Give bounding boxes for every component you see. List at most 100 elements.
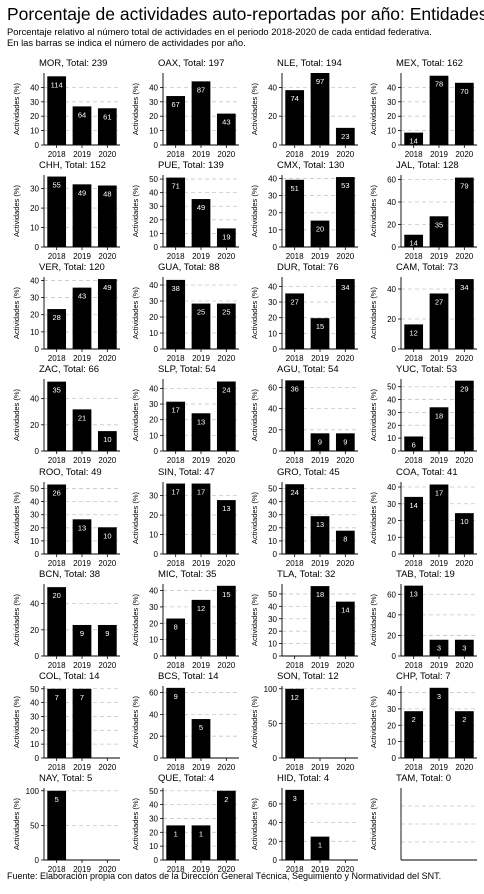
x-tick-label: 2020 [336, 559, 354, 568]
y-axis-label: Actividades (%) [12, 388, 21, 441]
bar-label: 61 [103, 112, 111, 121]
y-tick-label: 40 [30, 600, 39, 609]
bar-label: 3 [437, 692, 441, 701]
x-tick-label: 2019 [311, 763, 329, 772]
y-axis-label: Actividades (%) [250, 388, 259, 441]
x-tick-label: 2019 [311, 661, 329, 670]
chart-panel: ZAC, Total: 66 Actividades (%) 0 20 40 35 2018… [12, 364, 120, 465]
y-tick-label: 10 [149, 329, 158, 338]
y-tick-label: 20 [387, 221, 396, 230]
x-tick-label: 2020 [217, 456, 235, 465]
chart-panel: DUR, Total: 76 Actividades (%) 0 10 20 30 40 27… [250, 262, 358, 363]
bar-label: 9 [318, 437, 322, 446]
y-tick-label: 40 [149, 801, 158, 810]
y-tick-label: 40 [387, 611, 396, 620]
x-tick-label: 2019 [73, 559, 91, 568]
y-tick-label: 20 [30, 626, 39, 635]
bar [404, 132, 424, 145]
x-tick-label: 2018 [48, 456, 66, 465]
x-tick-label: 2020 [98, 354, 116, 363]
bar [285, 688, 305, 758]
x-tick-label: 2019 [73, 865, 91, 874]
x-tick-label: 2019 [192, 150, 210, 159]
bar-label: 49 [78, 188, 86, 197]
y-tick-label: 40 [30, 395, 39, 404]
chart-panel: GRO, Total: 45 Actividades (%) 0 10 20 30 40 50… [250, 467, 358, 568]
y-tick-label: 20 [149, 511, 158, 520]
x-tick-label: 2019 [192, 354, 210, 363]
bar [191, 719, 211, 758]
bar-label: 35 [435, 220, 443, 229]
bar [166, 483, 186, 554]
y-tick-label: 0 [154, 652, 159, 661]
y-tick-label: 0 [35, 345, 40, 354]
y-tick-label: 40 [149, 189, 158, 198]
y-tick-label: 20 [149, 828, 158, 837]
y-axis-label: Actividades (%) [250, 593, 259, 646]
y-tick-label: 20 [387, 421, 396, 430]
x-tick-label: 2018 [286, 763, 304, 772]
y-tick-label: 0 [273, 243, 278, 252]
x-tick-label: 2019 [311, 354, 329, 363]
x-tick-label: 2019 [311, 252, 329, 261]
chart-panel: BCN, Total: 38 Actividades (%) 0 20 40 20 2018… [12, 569, 120, 670]
bar-label: 10 [460, 517, 468, 526]
bar [216, 790, 236, 860]
panel-title: ROO, Total: 49 [39, 467, 102, 478]
y-tick-label: 20 [149, 216, 158, 225]
y-tick-label: 50 [30, 485, 39, 494]
chart-panel: ROO, Total: 49 Actividades (%) 0 10 20 30 40 50… [12, 467, 120, 568]
x-tick-label: 2018 [405, 150, 423, 159]
y-tick-label: 30 [387, 408, 396, 417]
y-tick-label: 20 [387, 517, 396, 526]
x-tick-label: 2018 [48, 763, 66, 772]
y-tick-label: 10 [30, 224, 39, 233]
y-tick-label: 0 [154, 447, 159, 456]
bar [166, 825, 186, 860]
bar [285, 90, 305, 145]
y-axis-label: Actividades (%) [131, 184, 140, 237]
panel-title: MEX, Total: 162 [396, 58, 463, 69]
y-tick-label: 0 [35, 447, 40, 456]
bar [72, 106, 92, 145]
bar [335, 279, 355, 349]
bar-label: 26 [52, 488, 60, 497]
bar-label: 29 [460, 385, 468, 394]
x-tick-label: 2020 [98, 150, 116, 159]
y-tick-label: 40 [149, 83, 158, 92]
bar-label: 23 [341, 132, 349, 141]
bar-label: 12 [290, 693, 298, 702]
bar-label: 9 [343, 437, 347, 446]
bar [216, 228, 236, 247]
bar-label: 13 [409, 590, 417, 599]
bar [216, 113, 236, 145]
y-tick-label: 10 [30, 328, 39, 337]
bar-label: 13 [78, 523, 86, 532]
chart-panel: SIN, Total: 47 Actividades (%) 0 10 20 30 17 20… [131, 467, 239, 568]
bar [216, 381, 236, 451]
y-tick-label: 30 [387, 705, 396, 714]
x-tick-label: 2020 [98, 252, 116, 261]
y-tick-label: 30 [149, 297, 158, 306]
x-tick-label: 2020 [98, 865, 116, 874]
bar-label: 35 [52, 386, 60, 395]
y-tick-label: 30 [149, 603, 158, 612]
y-axis-label: Actividades (%) [369, 593, 378, 646]
panel-title: ZAC, Total: 66 [39, 364, 99, 375]
bar [454, 82, 474, 145]
y-tick-label: 20 [30, 726, 39, 735]
y-tick-label: 40 [268, 819, 277, 828]
bar [310, 836, 330, 860]
bar [47, 790, 67, 860]
x-tick-label: 2019 [73, 252, 91, 261]
x-tick-label: 2018 [286, 661, 304, 670]
bar [216, 303, 236, 349]
y-tick-label: 10 [268, 537, 277, 546]
bar [216, 500, 236, 554]
y-tick-label: 0 [273, 856, 278, 865]
bar-label: 14 [409, 239, 417, 248]
bar [97, 279, 117, 349]
bar-label: 27 [435, 298, 443, 307]
x-tick-label: 2020 [336, 252, 354, 261]
bar [191, 81, 211, 145]
